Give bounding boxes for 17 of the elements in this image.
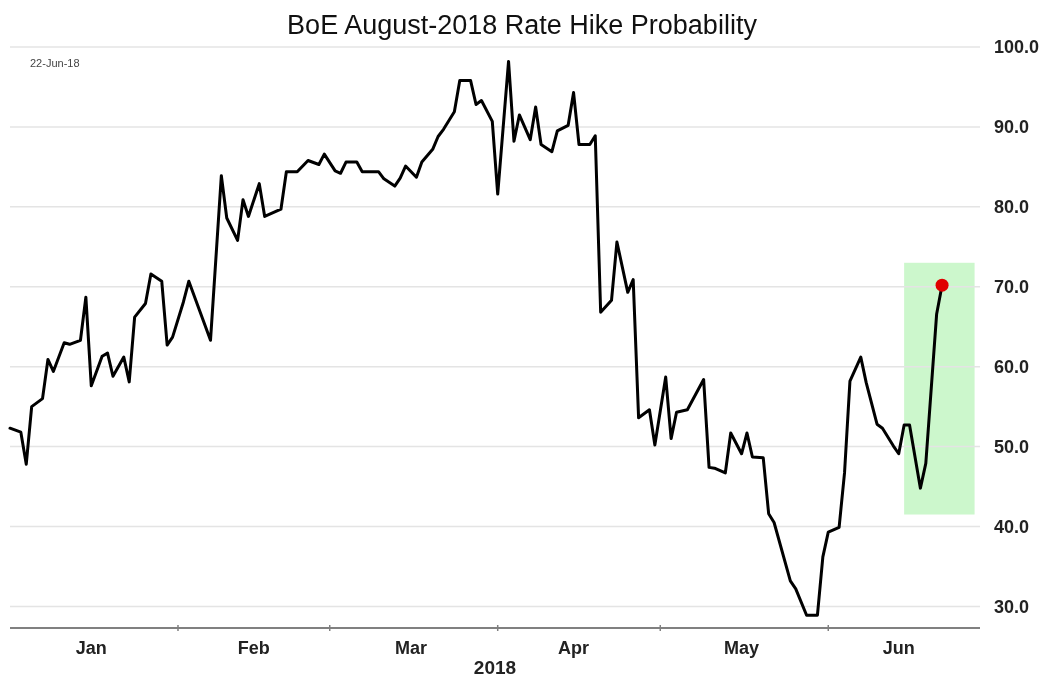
annotation: 22-Jun-18 [30,57,80,69]
x-tick-label: Feb [237,638,270,658]
x-tick-label: Apr [558,638,590,658]
y-tick-label: 50.0 [994,436,1030,457]
x-tick-label: Mar [395,638,428,658]
y-tick-label: 70.0 [994,277,1030,298]
y-tick-label: 100.0 [994,37,1040,58]
x-axis-title: 2018 [473,657,517,678]
chart-title: BoE August-2018 Rate Hike Probability [287,10,758,40]
x-tick-label: Jan [75,638,107,658]
y-tick-label: 90.0 [994,117,1030,138]
x-tick-label: Jun [882,638,915,658]
y-tick-label: 40.0 [994,516,1030,537]
x-tick-label: May [724,638,760,658]
y-tick-label: 80.0 [994,197,1030,218]
y-tick-label: 60.0 [994,356,1030,377]
y-tick-label: 30.0 [994,596,1030,617]
